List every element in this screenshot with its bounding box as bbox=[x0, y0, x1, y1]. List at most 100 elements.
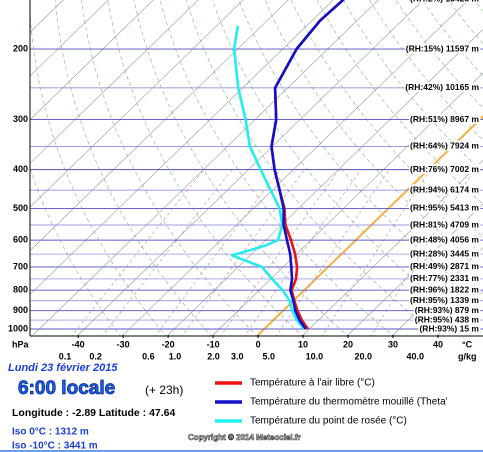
freezing-isotherm bbox=[257, 115, 483, 336]
mixing-ratio-line bbox=[220, 169, 340, 336]
level-label: (RH:93%) 879 m bbox=[415, 305, 480, 315]
y-tick-label: 1000 bbox=[8, 323, 28, 333]
annotations: 0.1 0.2 0.6 1.0 2.0 3.0 5.0 10.0 20.0 40.02003004… bbox=[8, 0, 483, 361]
level-label: (RH:48%) 4056 m bbox=[410, 234, 479, 244]
mixing-label: g/kg bbox=[458, 351, 477, 361]
isotherm bbox=[30, 0, 109, 77]
level-label: (RH:95%) 438 m bbox=[415, 314, 480, 324]
level-label-bg bbox=[409, 0, 481, 4]
level-label: (RH:95%) 1339 m bbox=[410, 295, 479, 305]
y-tick-label: 700 bbox=[13, 261, 28, 271]
mixing-ratio-label: 0.6 bbox=[142, 351, 155, 361]
mixing-ratio-label: 20.0 bbox=[355, 351, 373, 361]
mixing-ratio-line bbox=[71, 169, 205, 336]
isotherm bbox=[30, 0, 289, 252]
y-tick-label: 200 bbox=[13, 43, 28, 53]
level-label: (RH:15%) 11597 m bbox=[406, 43, 480, 53]
x-tick-label: 20 bbox=[343, 339, 353, 349]
level-label: (RH:94%) 6174 m bbox=[410, 184, 479, 194]
mixing-ratio-label: 2.0 bbox=[207, 351, 220, 361]
level-label: (RH:28%) 3445 m bbox=[410, 248, 479, 258]
level-label-bg bbox=[409, 140, 481, 151]
y-tick-label: 800 bbox=[13, 285, 28, 295]
x-tick-label: -20 bbox=[162, 339, 175, 349]
time: 6:00 locale bbox=[18, 378, 115, 399]
level-label-bg bbox=[409, 202, 481, 213]
level-label-bg bbox=[409, 273, 481, 284]
y-tick-label: 300 bbox=[13, 114, 28, 124]
isotherm bbox=[212, 72, 483, 336]
level-label-bg bbox=[409, 284, 481, 295]
isotherm bbox=[302, 159, 483, 336]
isotherm bbox=[122, 0, 469, 336]
iso10: Iso -10°C : 3441 m bbox=[12, 441, 98, 452]
x-tick-label: -40 bbox=[72, 339, 85, 349]
level-label-bg bbox=[409, 248, 481, 259]
mixing-ratio-label: 1.0 bbox=[169, 351, 182, 361]
y-tick-label: 600 bbox=[13, 235, 28, 245]
profile-line bbox=[230, 25, 305, 330]
profile-line bbox=[270, 0, 345, 330]
level-label-bg bbox=[409, 113, 481, 124]
level-label-bg bbox=[409, 234, 481, 245]
mixing-ratio-line bbox=[423, 231, 483, 336]
mixing-ratio-label: 0.2 bbox=[89, 351, 102, 361]
copyright: Copyright © 2014 Meteociel.fr bbox=[188, 433, 301, 442]
y-tick-label: 500 bbox=[13, 203, 28, 213]
level-label-bg bbox=[409, 294, 481, 305]
level-label-bg bbox=[409, 261, 481, 272]
mixing-ratio-label: 3.0 bbox=[231, 351, 244, 361]
mixing-ratio-label: 0.1 bbox=[59, 351, 72, 361]
legend-label: Température à l'air libre (°C) bbox=[250, 378, 375, 389]
date: Lundi 23 février 2015 bbox=[8, 362, 118, 374]
dry-adiabat bbox=[290, 0, 483, 237]
isotherm bbox=[347, 203, 483, 336]
x-tick-label: 0 bbox=[256, 339, 261, 349]
level-label: (RH:96%) 1822 m bbox=[410, 284, 479, 294]
mixing-ratio-line bbox=[321, 169, 431, 336]
x-tick-label: -30 bbox=[117, 339, 130, 349]
dry-adiabat bbox=[238, 0, 483, 303]
y-axis-label: hPa bbox=[12, 339, 30, 349]
mixing-ratio-line bbox=[181, 169, 305, 336]
level-label-bg bbox=[409, 219, 481, 230]
x-tick-label: 10 bbox=[298, 339, 308, 349]
level-label-bg bbox=[418, 323, 481, 334]
level-label-bg bbox=[404, 82, 481, 93]
level-label-bg bbox=[409, 163, 481, 174]
x-tick-label: -10 bbox=[207, 339, 220, 349]
legend-label: Température du thermomètre mouillé (Thet… bbox=[250, 397, 448, 408]
legend-label: Température du point de rosée (°C) bbox=[250, 416, 407, 427]
position: Longitude : -2.89 Latitude : 47.64 bbox=[12, 407, 176, 419]
mixing-ratio-label: 5.0 bbox=[263, 351, 276, 361]
isotherm bbox=[32, 0, 379, 336]
y-tick-label: 400 bbox=[13, 164, 28, 174]
level-label: (RH:95%) 5413 m bbox=[410, 203, 479, 213]
level-label: (RH:2%) 13425 m bbox=[410, 0, 479, 3]
dry-adiabat bbox=[30, 9, 167, 336]
level-label: (RH:64%) 7924 m bbox=[410, 141, 479, 151]
mixing-ratio-line bbox=[244, 169, 362, 336]
offset: (+ 23h) bbox=[145, 383, 183, 397]
level-label-bg bbox=[413, 314, 481, 325]
isotherm bbox=[30, 0, 154, 121]
level-label-bg bbox=[404, 43, 481, 54]
plot-area bbox=[30, 0, 483, 336]
isotherm bbox=[30, 0, 244, 208]
mixing-ratio-line bbox=[155, 169, 281, 336]
y-tick-label: 900 bbox=[13, 305, 28, 315]
level-label-bg bbox=[413, 304, 481, 315]
iso0: Iso 0°C : 1312 m bbox=[12, 427, 89, 438]
isotherm bbox=[30, 0, 199, 164]
isotherm bbox=[77, 0, 424, 336]
x-tick-label: 40 bbox=[433, 339, 443, 349]
isotherm bbox=[167, 28, 483, 336]
level-label: (RH:76%) 7002 m bbox=[410, 164, 479, 174]
level-label: (RH:77%) 2331 m bbox=[410, 273, 479, 283]
mixing-ratio-label: 10.0 bbox=[306, 351, 324, 361]
mixing-ratio-line bbox=[275, 169, 390, 336]
x-tick-label: 30 bbox=[388, 339, 398, 349]
level-label: (RH:49%) 2871 m bbox=[410, 261, 479, 271]
